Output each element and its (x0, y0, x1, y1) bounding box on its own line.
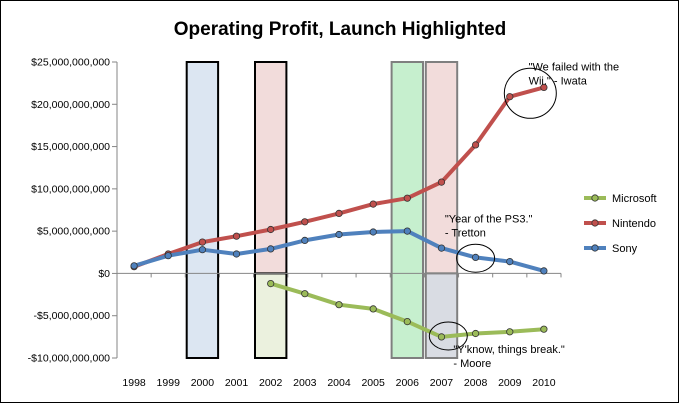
data-point-microsoft-2004 (335, 301, 343, 309)
legend-swatch-marker (591, 194, 599, 202)
highlight-bars (185, 61, 459, 359)
data-point-nintendo-2008 (471, 141, 480, 149)
series-lines (130, 83, 548, 341)
data-point-nintendo-2010 (540, 83, 548, 92)
annotation-circle (456, 243, 496, 273)
data-point-nintendo-2001 (232, 232, 241, 240)
x-tick-label: 2000 (191, 377, 215, 389)
data-point-sony-2003 (301, 236, 309, 244)
x-tick-label: 2002 (259, 377, 283, 389)
annotation-2: "Y'know, things break." - Moore (428, 321, 565, 370)
legend: Microsoft Nintendo Sony (584, 193, 657, 255)
data-point-nintendo-2007 (437, 178, 446, 186)
data-point-nintendo-2002 (267, 225, 275, 234)
data-point-sony-2010 (540, 267, 548, 275)
highlight-bar-2002-1 (254, 61, 288, 275)
legend-item-nintendo: Nintendo (584, 218, 656, 230)
chart-title: Operating Profit, Launch Highlighted (174, 19, 507, 40)
data-point-sony-2008 (471, 253, 480, 261)
x-tick-label: 2003 (293, 377, 317, 389)
series-sony (130, 227, 548, 275)
annotation-1: "Year of the PS3." - Tretton (445, 214, 533, 273)
data-point-sony-2004 (335, 230, 343, 239)
x-tick-label: 2001 (225, 377, 249, 389)
y-tick-label: -$10,000,000,000 (28, 353, 110, 365)
data-point-nintendo-2006 (403, 194, 411, 202)
data-point-sony-2009 (506, 257, 514, 266)
annotation-text: - Moore (453, 358, 491, 370)
highlight-bar-2000-0 (185, 61, 220, 359)
legend-label: Microsoft (612, 193, 657, 205)
y-tick-label: $15,000,000,000 (31, 141, 110, 153)
data-point-nintendo-2004 (335, 209, 343, 217)
series-microsoft (267, 279, 548, 341)
data-point-microsoft-2005 (369, 305, 377, 313)
data-point-sony-1999 (164, 252, 172, 260)
annotation-text: "Year of the PS3." (445, 214, 533, 226)
data-point-nintendo-2003 (301, 218, 309, 226)
data-point-microsoft-2002 (267, 279, 275, 288)
data-point-sony-2005 (369, 228, 377, 236)
annotation-0: "We failed with the Wii." - Iwata (503, 62, 620, 119)
x-tick-label: 1999 (157, 377, 181, 389)
data-point-sony-2002 (267, 245, 275, 253)
x-tick-label: 2010 (532, 377, 556, 389)
y-tick-label: $0 (98, 268, 110, 280)
data-point-sony-2000 (198, 246, 206, 254)
data-point-sony-1998 (130, 262, 138, 270)
y-tick-label: $25,000,000,000 (31, 57, 110, 69)
data-point-sony-2007 (437, 244, 446, 252)
annotation-text: - Tretton (445, 228, 486, 240)
data-point-nintendo-2000 (198, 238, 206, 246)
x-tick-label: 2007 (430, 377, 454, 389)
data-point-microsoft-2010 (540, 325, 548, 333)
highlight-bar-2006-3 (390, 61, 425, 359)
data-point-nintendo-2009 (506, 93, 514, 101)
data-point-sony-2001 (232, 250, 241, 258)
x-tick-label: 2008 (464, 377, 488, 389)
data-point-microsoft-2009 (506, 328, 514, 336)
x-tick-label: 2009 (498, 377, 522, 389)
y-tick-label: -$5,000,000,000 (34, 310, 111, 322)
data-point-microsoft-2006 (403, 317, 411, 326)
y-tick-label: $10,000,000,000 (31, 183, 110, 195)
x-tick-label: 2005 (361, 377, 385, 389)
legend-swatch-marker (591, 219, 599, 227)
data-point-microsoft-2008 (471, 329, 480, 338)
legend-label: Sony (612, 243, 638, 255)
axes: $25,000,000,000 $20,000,000,000 $15,000,00… (28, 57, 562, 389)
data-point-nintendo-2005 (369, 200, 377, 208)
x-tick-label: 2004 (327, 377, 351, 389)
y-tick-label: $5,000,000,000 (37, 226, 110, 238)
annotation-text: "We failed with the (529, 62, 620, 74)
x-tick-label: 1998 (122, 377, 146, 389)
legend-item-microsoft: Microsoft (584, 193, 657, 205)
legend-swatch-marker (591, 244, 599, 252)
data-point-microsoft-2007 (437, 333, 446, 341)
legend-label: Nintendo (612, 218, 656, 230)
y-tick-label: $20,000,000,000 (31, 99, 110, 111)
annotations: "We failed with the Wii." - Iwata "Year of… (428, 62, 620, 370)
data-point-microsoft-2003 (301, 290, 309, 298)
x-tick-label: 2006 (396, 377, 420, 389)
annotation-circle (503, 67, 557, 119)
annotation-text: "Y'know, things break." (453, 344, 565, 356)
series-nintendo (130, 83, 548, 271)
legend-item-sony: Sony (584, 243, 638, 255)
annotation-circle (428, 321, 468, 351)
annotation-text: Wii." - Iwata (529, 76, 588, 88)
data-point-sony-2006 (403, 227, 411, 235)
